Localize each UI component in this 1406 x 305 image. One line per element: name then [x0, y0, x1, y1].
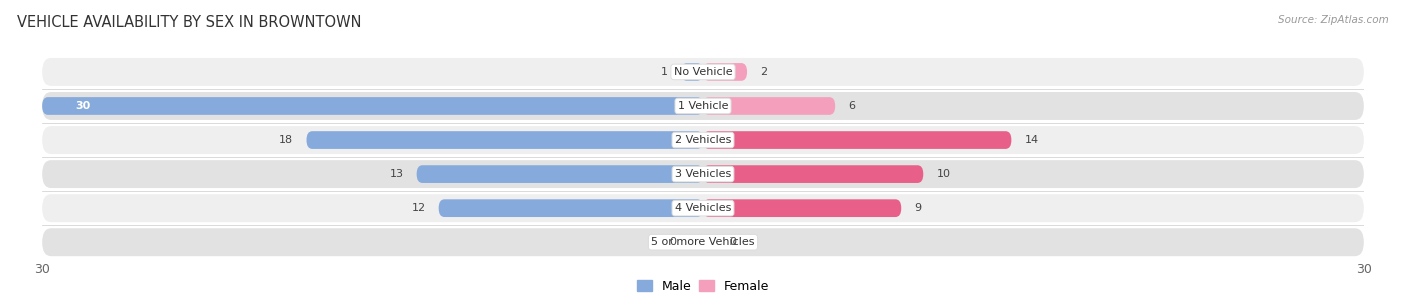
FancyBboxPatch shape [42, 194, 1364, 222]
Text: 13: 13 [389, 169, 404, 179]
Text: 14: 14 [1025, 135, 1039, 145]
FancyBboxPatch shape [416, 165, 703, 183]
Text: 6: 6 [848, 101, 855, 111]
Text: 1: 1 [661, 67, 668, 77]
Text: 3 Vehicles: 3 Vehicles [675, 169, 731, 179]
FancyBboxPatch shape [42, 126, 1364, 154]
FancyBboxPatch shape [42, 58, 1364, 86]
FancyBboxPatch shape [42, 97, 703, 115]
Text: 9: 9 [914, 203, 921, 213]
FancyBboxPatch shape [703, 165, 924, 183]
FancyBboxPatch shape [703, 199, 901, 217]
Text: 0: 0 [669, 237, 676, 247]
FancyBboxPatch shape [439, 199, 703, 217]
FancyBboxPatch shape [42, 160, 1364, 188]
Text: 2: 2 [761, 67, 768, 77]
FancyBboxPatch shape [703, 97, 835, 115]
Legend: Male, Female: Male, Female [631, 275, 775, 298]
Text: 0: 0 [730, 237, 737, 247]
Text: 4 Vehicles: 4 Vehicles [675, 203, 731, 213]
Text: 10: 10 [936, 169, 950, 179]
FancyBboxPatch shape [307, 131, 703, 149]
Text: Source: ZipAtlas.com: Source: ZipAtlas.com [1278, 15, 1389, 25]
Text: 12: 12 [412, 203, 426, 213]
FancyBboxPatch shape [703, 131, 1011, 149]
Text: 5 or more Vehicles: 5 or more Vehicles [651, 237, 755, 247]
FancyBboxPatch shape [42, 92, 1364, 120]
FancyBboxPatch shape [42, 228, 1364, 256]
Text: 2 Vehicles: 2 Vehicles [675, 135, 731, 145]
Text: 1 Vehicle: 1 Vehicle [678, 101, 728, 111]
Text: No Vehicle: No Vehicle [673, 67, 733, 77]
FancyBboxPatch shape [681, 63, 703, 81]
Text: 18: 18 [280, 135, 294, 145]
Text: 30: 30 [75, 101, 90, 111]
FancyBboxPatch shape [703, 63, 747, 81]
Text: VEHICLE AVAILABILITY BY SEX IN BROWNTOWN: VEHICLE AVAILABILITY BY SEX IN BROWNTOWN [17, 15, 361, 30]
